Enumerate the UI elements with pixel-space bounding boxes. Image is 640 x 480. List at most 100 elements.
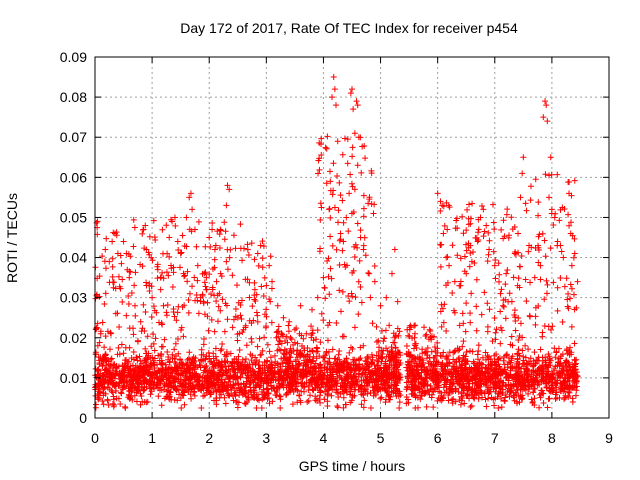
data-point bbox=[241, 388, 248, 395]
data-point bbox=[151, 234, 158, 241]
data-point bbox=[423, 403, 430, 410]
data-point bbox=[146, 251, 153, 258]
data-point bbox=[115, 273, 122, 280]
data-point bbox=[463, 383, 470, 390]
data-point bbox=[169, 284, 176, 291]
data-point bbox=[217, 226, 224, 233]
data-point bbox=[337, 308, 344, 315]
data-point bbox=[144, 333, 151, 340]
data-point bbox=[277, 404, 284, 411]
data-point bbox=[507, 359, 514, 366]
data-point bbox=[326, 359, 333, 366]
data-point bbox=[457, 255, 464, 262]
data-point bbox=[553, 349, 560, 356]
data-point bbox=[150, 340, 157, 347]
data-point bbox=[479, 394, 486, 401]
data-point bbox=[465, 244, 472, 251]
data-point bbox=[204, 313, 211, 320]
data-point bbox=[171, 214, 178, 221]
data-point bbox=[524, 367, 531, 374]
data-point bbox=[396, 399, 403, 406]
data-point bbox=[561, 283, 568, 290]
data-point bbox=[186, 349, 193, 356]
data-point bbox=[493, 326, 500, 333]
data-point bbox=[349, 153, 356, 160]
data-point bbox=[477, 380, 484, 387]
data-point bbox=[375, 337, 382, 344]
x-tick-label: 2 bbox=[205, 430, 213, 446]
data-point bbox=[149, 294, 156, 301]
data-point bbox=[231, 369, 238, 376]
data-point bbox=[174, 335, 181, 342]
data-point bbox=[130, 325, 137, 332]
data-point bbox=[101, 379, 108, 386]
data-point bbox=[572, 392, 579, 399]
data-points bbox=[92, 74, 581, 411]
data-point bbox=[457, 364, 464, 371]
data-point bbox=[260, 243, 267, 250]
data-point bbox=[421, 390, 428, 397]
data-point bbox=[154, 266, 161, 273]
data-point bbox=[380, 347, 387, 354]
data-point bbox=[230, 382, 237, 389]
data-point bbox=[439, 202, 446, 209]
data-point bbox=[396, 404, 403, 411]
data-point bbox=[140, 372, 147, 379]
data-point bbox=[96, 357, 103, 364]
data-point bbox=[368, 170, 375, 177]
data-point bbox=[375, 387, 382, 394]
data-point bbox=[311, 365, 318, 372]
data-point bbox=[522, 276, 529, 283]
data-point bbox=[276, 380, 283, 387]
data-point bbox=[498, 395, 505, 402]
data-point bbox=[131, 392, 138, 399]
data-point bbox=[563, 367, 570, 374]
data-point bbox=[543, 290, 550, 297]
data-point bbox=[333, 102, 340, 109]
data-point bbox=[234, 367, 241, 374]
data-point bbox=[228, 391, 235, 398]
x-tick-label: 8 bbox=[548, 430, 556, 446]
data-point bbox=[498, 369, 505, 376]
data-point bbox=[367, 294, 374, 301]
data-point bbox=[357, 283, 364, 290]
data-point bbox=[405, 359, 412, 366]
data-point bbox=[132, 312, 139, 319]
data-point bbox=[449, 400, 456, 407]
data-point bbox=[126, 378, 133, 385]
data-point bbox=[164, 348, 171, 355]
data-point bbox=[291, 326, 298, 333]
data-point bbox=[334, 402, 341, 409]
data-point bbox=[296, 350, 303, 357]
data-point bbox=[171, 346, 178, 353]
data-point bbox=[425, 360, 432, 367]
data-point bbox=[218, 358, 225, 365]
data-point bbox=[513, 360, 520, 367]
data-point bbox=[331, 355, 338, 362]
data-point bbox=[334, 173, 341, 180]
data-point bbox=[106, 346, 113, 353]
data-point bbox=[194, 262, 201, 269]
data-point bbox=[412, 342, 419, 349]
data-point bbox=[335, 368, 342, 375]
data-point bbox=[354, 162, 361, 169]
data-point bbox=[200, 336, 207, 343]
data-point bbox=[366, 270, 373, 277]
data-point bbox=[351, 373, 358, 380]
data-point bbox=[501, 397, 508, 404]
data-point bbox=[556, 217, 563, 224]
data-point bbox=[141, 357, 148, 364]
data-point bbox=[326, 206, 333, 213]
data-point bbox=[216, 244, 223, 251]
data-point bbox=[375, 358, 382, 365]
data-point bbox=[463, 300, 470, 307]
data-point bbox=[438, 353, 445, 360]
data-point bbox=[211, 361, 218, 368]
data-point bbox=[430, 362, 437, 369]
data-point bbox=[532, 313, 539, 320]
data-point bbox=[165, 381, 172, 388]
data-point bbox=[552, 363, 559, 370]
data-point bbox=[392, 332, 399, 339]
y-tick-label: 0.06 bbox=[60, 169, 87, 185]
data-point bbox=[531, 349, 538, 356]
